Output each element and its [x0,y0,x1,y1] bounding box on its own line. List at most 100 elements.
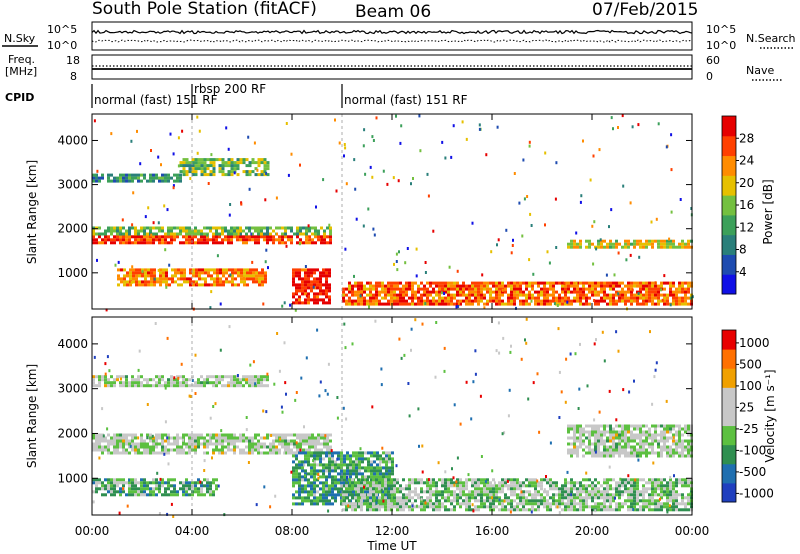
velocity-cell-4 [585,487,588,491]
power-cell-6 [342,287,345,291]
power-cell-6 [579,293,582,297]
velocity-cell-0 [116,439,119,443]
power-speckle [610,116,613,120]
velocity-cell-3 [304,454,307,458]
power-speckle [285,244,288,248]
power-cell-6 [510,281,513,285]
velocity-cell-1 [260,375,263,379]
power-speckle [168,263,171,267]
velocity-cell-4 [429,499,432,503]
velocity-cell-3 [343,484,346,488]
velocity-cell-0 [158,451,161,455]
velocity-cell-5 [660,430,663,434]
power-cell-3 [230,164,234,168]
velocity-cell-2 [146,493,149,497]
velocity-cell-4 [429,505,432,509]
velocity-cell-4 [510,499,513,503]
velocity-cell-0 [221,433,224,437]
power-cell-4 [153,271,156,275]
velocity-cell-3 [316,454,319,458]
velocity-cell-2 [185,478,188,482]
power-cell-6 [561,287,564,291]
power-cell-0 [329,235,332,239]
power-cell-6 [588,287,591,291]
velocity-cell-0 [92,442,95,446]
velocity-cell-1 [257,381,260,385]
power-cell-6 [444,302,447,306]
velocity-cell-0 [119,439,122,443]
power-cell-6 [357,293,360,297]
power-cell-0 [320,241,323,245]
velocity-cell-3 [319,454,322,458]
velocity-cell-4 [480,505,483,509]
velocity-speckle [574,352,577,356]
velocity-cell-4 [588,490,591,494]
velocity-cell-3 [370,460,373,464]
velocity-cell-4 [525,478,528,482]
velocity-cell-4 [615,493,618,497]
power-cell-6 [486,281,489,285]
velocity-cell-5 [618,439,621,443]
velocity-cell-4 [642,502,645,506]
power-speckle [481,273,484,277]
power-cell-3 [197,167,201,171]
velocity-cell-3 [313,502,316,506]
power-speckle [400,124,403,128]
power-cell-0 [182,241,185,245]
velocity-cell-0 [305,439,308,443]
power-cell-3 [236,167,240,171]
velocity-cell-4 [411,502,414,506]
velocity-cell-3 [316,490,319,494]
velocity-cell-4 [480,499,483,503]
velocity-cell-0 [209,436,212,440]
power-speckle [141,270,144,274]
power-speckle [298,242,301,246]
velocity-cell-3 [355,454,358,458]
power-cell-4 [135,283,138,287]
velocity-cell-4 [585,484,588,488]
power-cell-4 [264,277,267,281]
power-cell-4 [165,271,168,275]
velocity-cell-4 [558,499,561,503]
velocity-cell-4 [507,508,510,512]
velocity-cell-4 [570,487,573,491]
velocity-cell-5 [612,445,615,449]
station-title: South Pole Station (fitACF) [92,0,317,19]
velocity-cell-3 [343,460,346,464]
power-cell-2 [98,179,101,183]
power-cell-0 [203,235,206,239]
power-cell-1 [185,232,188,236]
power-cell-4 [174,274,177,278]
power-cell-1 [290,226,293,230]
velocity-cell-4 [603,478,606,482]
velocity-cell-5 [609,439,612,443]
velocity-cell-4 [537,502,540,506]
velocity-cell-4 [669,493,672,497]
velocity-cell-4 [477,508,480,512]
velocity-cell-4 [474,508,477,512]
power-cell-0 [155,235,158,239]
velocity-cell-4 [528,499,531,503]
power-cell-3 [185,161,189,165]
velocity-cell-0 [122,436,125,440]
velocity-cell-4 [648,496,651,500]
velocity-cell-3 [301,484,304,488]
velocity-cell-1 [107,378,110,382]
power-cell-6 [639,296,642,300]
velocity-cell-0 [230,448,233,452]
velocity-cell-0 [233,442,236,446]
power-cell-4 [177,271,180,275]
velocity-cell-4 [450,493,453,497]
velocity-cell-0 [221,442,224,446]
power-cell-6 [429,302,432,306]
power-cell-6 [624,290,627,294]
velocity-cell-2 [206,490,209,494]
power-cell-0 [104,235,107,239]
velocity-cell-4 [681,484,684,488]
power-cell-7 [642,245,645,249]
velocity-cell-0 [323,442,326,446]
velocity-cell-4 [633,499,636,503]
power-cell-6 [600,284,603,288]
velocity-cell-4 [393,484,396,488]
velocity-cell-4 [483,481,486,485]
